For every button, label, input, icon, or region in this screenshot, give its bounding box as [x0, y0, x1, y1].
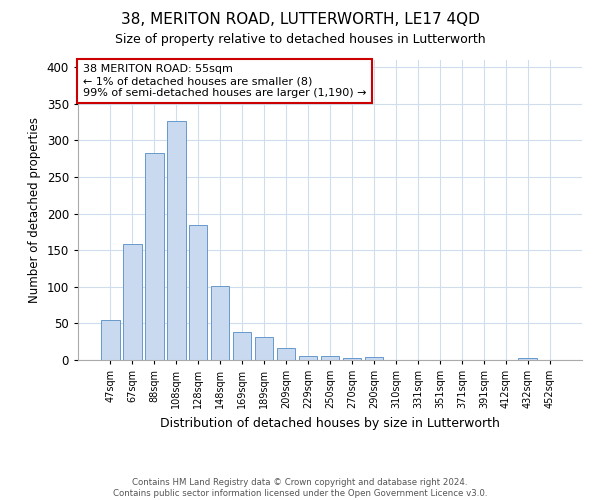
Bar: [299, 356, 317, 360]
Bar: [101, 320, 119, 360]
Bar: [211, 286, 229, 360]
Bar: [255, 336, 274, 360]
Bar: [145, 153, 164, 360]
Text: 38 MERITON ROAD: 55sqm
← 1% of detached houses are smaller (8)
99% of semi-detac: 38 MERITON ROAD: 55sqm ← 1% of detached …: [83, 64, 367, 98]
Bar: [189, 226, 208, 360]
Text: Size of property relative to detached houses in Lutterworth: Size of property relative to detached ho…: [115, 32, 485, 46]
Bar: [123, 244, 142, 360]
Bar: [233, 332, 251, 360]
Bar: [365, 357, 383, 360]
Bar: [343, 358, 361, 360]
Bar: [277, 348, 295, 360]
Text: 38, MERITON ROAD, LUTTERWORTH, LE17 4QD: 38, MERITON ROAD, LUTTERWORTH, LE17 4QD: [121, 12, 479, 28]
Y-axis label: Number of detached properties: Number of detached properties: [28, 117, 41, 303]
Text: Contains HM Land Registry data © Crown copyright and database right 2024.
Contai: Contains HM Land Registry data © Crown c…: [113, 478, 487, 498]
Bar: [320, 356, 340, 360]
Bar: [518, 358, 537, 360]
Bar: [167, 122, 185, 360]
X-axis label: Distribution of detached houses by size in Lutterworth: Distribution of detached houses by size …: [160, 416, 500, 430]
